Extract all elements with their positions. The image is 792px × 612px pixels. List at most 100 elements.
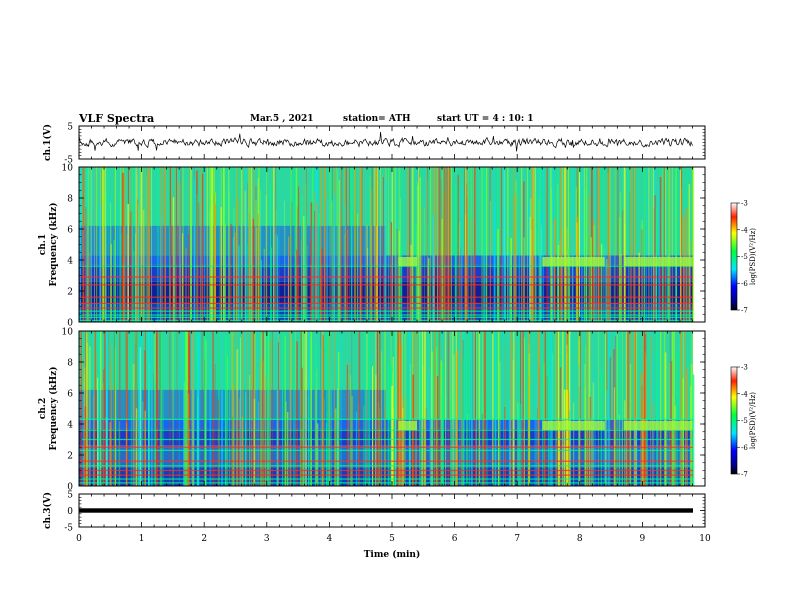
spheric-stripe xyxy=(521,167,523,322)
spheric-stripe xyxy=(285,401,287,486)
spheric-stripe xyxy=(665,168,667,322)
spheric-stripe xyxy=(522,331,524,486)
narrowband-line xyxy=(79,310,693,312)
spheric-stripe xyxy=(258,167,260,322)
spheric-stripe xyxy=(114,347,116,486)
spheric-stripe xyxy=(325,422,328,486)
spheric-stripe xyxy=(118,421,121,486)
spheric-stripe xyxy=(125,331,127,486)
spheric-stripe xyxy=(440,178,442,322)
spheric-stripe xyxy=(310,331,312,486)
spheric-stripe xyxy=(646,167,648,322)
spheric-stripe xyxy=(441,395,443,486)
spheric-stripe xyxy=(214,204,217,322)
spheric-stripe xyxy=(284,335,286,486)
y-tick-label-8: 8 xyxy=(67,195,73,205)
spheric-stripe xyxy=(276,331,279,486)
spheric-stripe xyxy=(87,167,90,322)
spheric-stripe xyxy=(614,167,616,322)
spheric-stripe xyxy=(448,331,450,486)
spheric-stripe xyxy=(93,396,95,486)
spheric-stripe xyxy=(585,167,588,322)
spheric-stripe xyxy=(596,167,598,322)
spheric-stripe xyxy=(252,331,254,486)
y-tick-label--5: -5 xyxy=(64,156,73,166)
spheric-stripe xyxy=(430,167,432,322)
spheric-stripe xyxy=(530,167,532,322)
spheric-stripe xyxy=(646,417,648,486)
spheric-stripe xyxy=(544,331,546,486)
spheric-stripe xyxy=(151,167,153,322)
spheric-stripe xyxy=(281,331,284,486)
spheric-stripe xyxy=(628,167,630,322)
spheric-stripe xyxy=(176,331,178,486)
spheric-stripe xyxy=(337,167,339,322)
spheric-stripe xyxy=(190,167,192,322)
spheric-stripe xyxy=(97,377,99,486)
spheric-stripe xyxy=(124,175,126,322)
spheric-stripe xyxy=(613,387,616,486)
spheric-stripe xyxy=(538,198,541,322)
spheric-stripe xyxy=(162,331,164,486)
spheric-stripe xyxy=(641,419,644,486)
spheric-stripe xyxy=(619,331,621,486)
spheric-stripe xyxy=(550,331,553,486)
spheric-stripe xyxy=(437,167,439,322)
spheric-stripe xyxy=(99,338,101,486)
spheric-stripe xyxy=(86,167,88,322)
spheric-stripe xyxy=(532,167,534,322)
spheric-stripe xyxy=(123,167,125,322)
spheric-stripe xyxy=(447,167,450,322)
spheric-stripe xyxy=(108,167,110,322)
x-tick-label-10: 10 xyxy=(699,534,711,544)
spheric-stripe xyxy=(512,360,514,486)
spheric-stripe xyxy=(210,167,212,322)
spheric-stripe xyxy=(682,378,684,486)
spheric-stripe xyxy=(242,331,244,486)
narrowband-line xyxy=(79,307,693,309)
spheric-stripe xyxy=(504,406,506,486)
spheric-stripe xyxy=(377,331,379,486)
spheric-stripe xyxy=(628,331,630,486)
spheric-stripe xyxy=(225,224,226,322)
spheric-stripe xyxy=(217,399,219,486)
spheric-stripe xyxy=(86,342,89,486)
spheric-stripe xyxy=(658,422,660,486)
narrowband-line xyxy=(79,314,693,316)
spheric-stripe xyxy=(551,188,552,322)
spheric-stripe xyxy=(144,167,146,322)
spheric-stripe xyxy=(334,331,335,486)
x-tick-label-7: 7 xyxy=(514,534,520,544)
spheric-stripe xyxy=(413,253,416,322)
spheric-stripe xyxy=(400,246,403,322)
spheric-stripe xyxy=(198,331,201,486)
spheric-stripe xyxy=(399,331,401,486)
spheric-stripe xyxy=(502,167,503,322)
spheric-stripe xyxy=(619,192,622,322)
spheric-stripe xyxy=(589,396,591,486)
spheric-stripe xyxy=(255,186,257,322)
spheric-stripe xyxy=(188,331,190,486)
spheric-stripe xyxy=(164,167,166,322)
spheric-stripe xyxy=(270,184,272,322)
spheric-stripe xyxy=(452,331,454,486)
spheric-stripe xyxy=(450,167,452,322)
spheric-stripe xyxy=(542,167,544,322)
spheric-stripe xyxy=(591,331,593,486)
spheric-stripe xyxy=(641,224,643,322)
spheric-stripe xyxy=(424,331,426,486)
spheric-stripe xyxy=(273,167,275,322)
spheric-stripe xyxy=(674,405,676,486)
spheric-stripe xyxy=(374,167,376,322)
spheric-stripe xyxy=(387,167,389,322)
spheric-stripe xyxy=(132,363,135,486)
spheric-stripe xyxy=(463,331,465,486)
spheric-stripe xyxy=(240,167,242,322)
spheric-stripe xyxy=(555,331,557,486)
spheric-stripe xyxy=(192,331,195,486)
spheric-stripe xyxy=(617,167,619,322)
spheric-stripe xyxy=(546,167,548,322)
spheric-stripe xyxy=(278,208,280,322)
spheric-stripe xyxy=(188,233,190,322)
spheric-stripe xyxy=(378,173,381,322)
